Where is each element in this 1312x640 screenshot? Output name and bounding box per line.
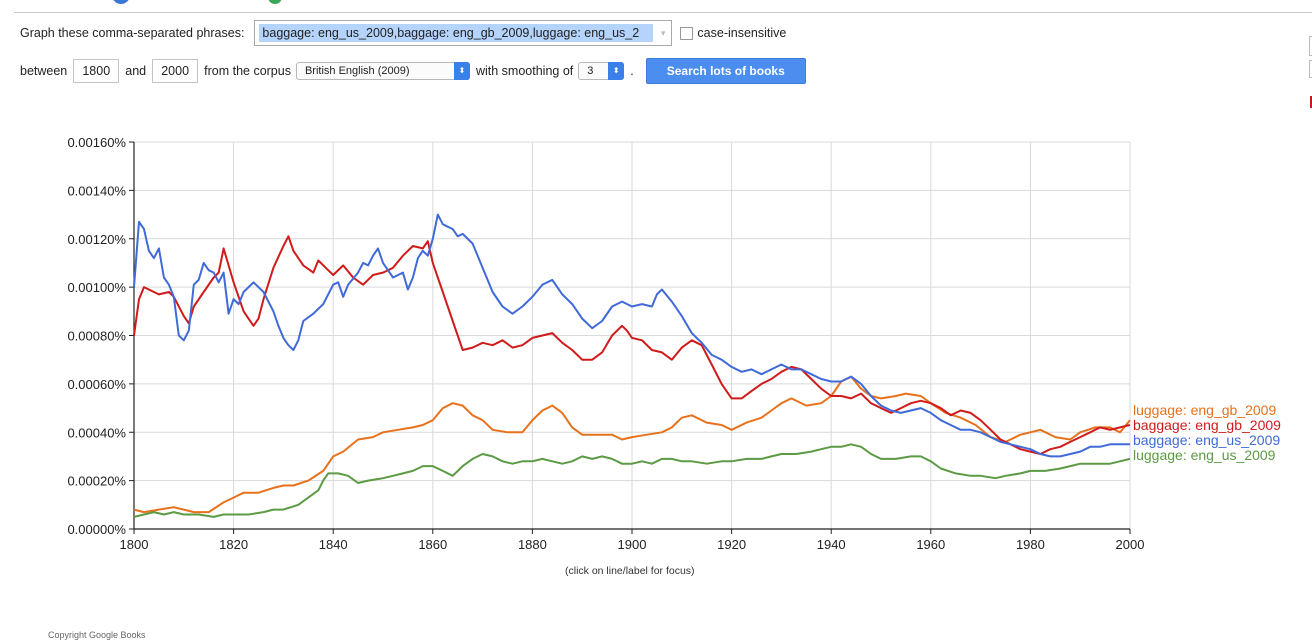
corpus-select[interactable]: British English (2009) ⬍: [295, 62, 470, 80]
footer-fragment: Copyright Google Books: [48, 630, 146, 640]
x-tick-label: 1940: [817, 537, 846, 552]
x-tick-label: 1980: [1016, 537, 1045, 552]
ngram-logo-fragment: [60, 0, 300, 6]
graph-phrases-label: Graph these comma-separated phrases:: [20, 26, 245, 40]
search-books-button[interactable]: Search lots of books: [645, 58, 806, 84]
end-year-input[interactable]: 2000: [152, 59, 199, 83]
y-tick-label: 0.00080%: [67, 329, 126, 344]
and-label: and: [125, 64, 147, 78]
header-divider: [14, 12, 1312, 13]
chart-tick-labels: 1800 1820 1840 1860 1880 1900 1920 1940 1960 1980…: [67, 135, 1144, 552]
start-year-input[interactable]: 1800: [73, 59, 120, 83]
side-marker: [1310, 96, 1312, 108]
x-tick-label: 1860: [418, 537, 447, 552]
x-tick-label: 1840: [319, 537, 348, 552]
smoothing-select-value: 3: [587, 65, 594, 77]
side-control-fragment[interactable]: [1309, 60, 1312, 78]
smoothing-select[interactable]: 3 ⬍: [578, 62, 625, 80]
x-tick-label: 2000: [1116, 537, 1145, 552]
legend-label[interactable]: luggage: eng_us_2009: [1133, 447, 1276, 463]
y-tick-label: 0.00120%: [67, 232, 126, 247]
case-insensitive-checkbox[interactable]: [680, 26, 694, 40]
side-control-fragment[interactable]: [1309, 36, 1312, 56]
legend-label[interactable]: baggage: eng_gb_2009: [1133, 417, 1281, 433]
range-row: between 1800 and 2000 from the corpus Br…: [20, 58, 806, 84]
between-label: between: [20, 64, 68, 78]
legend-label[interactable]: luggage: eng_gb_2009: [1133, 402, 1276, 418]
smoothing-label: with smoothing of: [475, 64, 574, 78]
y-tick-label: 0.00140%: [67, 183, 126, 198]
case-insensitive-label: case-insensitive: [697, 26, 787, 40]
period-text: .: [630, 64, 634, 78]
phrases-row: Graph these comma-separated phrases: bag…: [20, 19, 786, 47]
y-tick-label: 0.00040%: [67, 425, 126, 440]
phrases-input[interactable]: baggage: eng_us_2009,baggage: eng_gb_200…: [254, 20, 673, 46]
y-tick-label: 0.00000%: [67, 522, 126, 537]
scroll-arrow-icon: ▾: [660, 28, 666, 38]
legend-label[interactable]: baggage: eng_us_2009: [1133, 432, 1280, 448]
y-tick-label: 0.00160%: [67, 135, 126, 150]
corpus-label: from the corpus: [204, 64, 291, 78]
x-tick-label: 1800: [120, 537, 149, 552]
select-updown-icon: ⬍: [608, 62, 625, 80]
x-tick-label: 1960: [916, 537, 945, 552]
x-tick-label: 1920: [717, 537, 746, 552]
corpus-select-value: British English (2009): [304, 65, 410, 77]
x-tick-label: 1900: [618, 537, 647, 552]
series-line[interactable]: [133, 443, 1131, 518]
y-tick-label: 0.00060%: [67, 377, 126, 392]
x-tick-label: 1820: [219, 537, 248, 552]
series-line[interactable]: [133, 213, 1130, 458]
select-updown-icon: ⬍: [453, 62, 470, 80]
phrases-input-value: baggage: eng_us_2009,baggage: eng_gb_200…: [259, 24, 654, 42]
x-tick-label: 1880: [518, 537, 547, 552]
chart-series: [133, 213, 1131, 518]
y-tick-label: 0.00020%: [67, 474, 126, 489]
y-tick-label: 0.00100%: [67, 280, 126, 295]
series-line[interactable]: [133, 235, 1131, 455]
chart-hint: (click on line/label for focus): [565, 565, 695, 577]
